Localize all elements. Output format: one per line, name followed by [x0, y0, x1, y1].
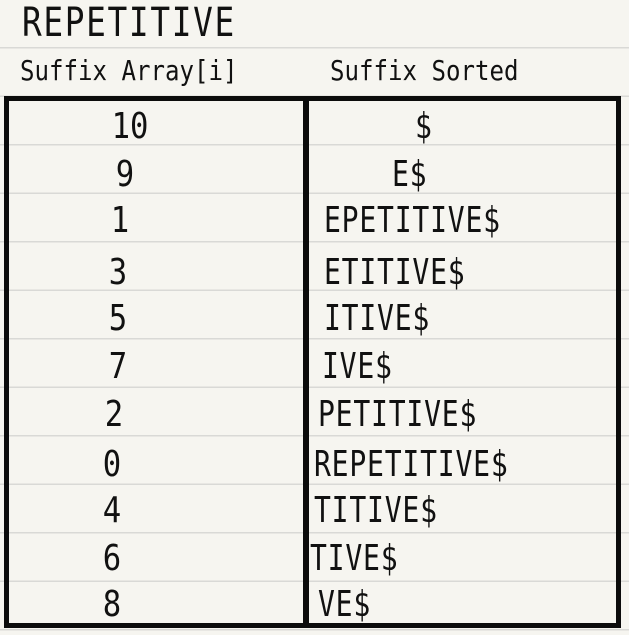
suffix-index: 9 — [115, 154, 135, 195]
table-row: 1 EPETITIVE$ — [0, 198, 629, 246]
sorted-suffix: PETITIVE$ — [318, 394, 478, 435]
sorted-suffix: TIVE$ — [310, 538, 399, 579]
input-word: REPETITIVE — [22, 0, 236, 46]
column-divider — [303, 96, 309, 628]
suffix-index: 3 — [108, 252, 128, 293]
sorted-suffix: IVE$ — [322, 346, 393, 387]
suffix-index: 8 — [102, 584, 122, 625]
sorted-suffix: TITIVE$ — [314, 490, 438, 531]
table-row: 2 PETITIVE$ — [0, 392, 629, 440]
table-row: 4 TITIVE$ — [0, 488, 629, 536]
sorted-suffix: ETITIVE$ — [324, 252, 466, 293]
suffix-table — [4, 96, 621, 628]
sorted-suffix: VE$ — [318, 584, 372, 625]
suffix-index: 0 — [102, 444, 122, 485]
table-row: 10 $ — [0, 104, 629, 152]
suffix-index: 4 — [102, 490, 122, 531]
table-row: 7 IVE$ — [0, 344, 629, 392]
sorted-suffix: REPETITIVE$ — [314, 444, 509, 485]
sorted-suffix: EPETITIVE$ — [324, 200, 501, 241]
table-row: 5 ITIVE$ — [0, 296, 629, 344]
suffix-index: 10 — [111, 106, 149, 147]
table-row: 0 REPETITIVE$ — [0, 442, 629, 490]
suffix-index: 6 — [102, 538, 122, 579]
table-row: 3 ETITIVE$ — [0, 250, 629, 298]
sorted-suffix: E$ — [392, 154, 428, 195]
suffix-index: 5 — [108, 298, 128, 339]
sorted-suffix: $ — [415, 106, 433, 147]
header-suffix-array: Suffix Array[i] — [20, 54, 238, 87]
table-row: 9 E$ — [0, 152, 629, 200]
header-suffix-sorted: Suffix Sorted — [330, 54, 519, 87]
suffix-index: 1 — [110, 200, 130, 241]
suffix-index: 2 — [104, 394, 124, 435]
table-row: 8 VE$ — [0, 582, 629, 630]
table-row: 6 TIVE$ — [0, 536, 629, 584]
suffix-index: 7 — [108, 346, 128, 387]
sorted-suffix: ITIVE$ — [324, 298, 431, 339]
